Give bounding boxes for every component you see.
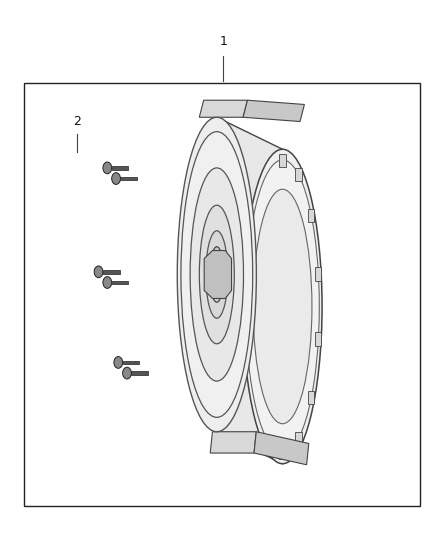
Polygon shape: [199, 100, 247, 117]
Polygon shape: [210, 432, 256, 453]
Text: 1: 1: [219, 35, 227, 48]
Bar: [123, 360, 139, 365]
Ellipse shape: [181, 132, 253, 417]
Bar: [112, 166, 128, 169]
Ellipse shape: [243, 149, 322, 464]
Bar: [120, 176, 137, 180]
Ellipse shape: [253, 189, 312, 424]
FancyBboxPatch shape: [314, 333, 321, 346]
Polygon shape: [204, 251, 232, 298]
Ellipse shape: [114, 357, 123, 368]
Text: 2: 2: [73, 115, 81, 128]
FancyBboxPatch shape: [307, 208, 314, 222]
Polygon shape: [243, 100, 304, 122]
Ellipse shape: [246, 160, 319, 453]
Ellipse shape: [112, 173, 120, 184]
Ellipse shape: [94, 266, 103, 278]
Ellipse shape: [103, 162, 112, 174]
Bar: [131, 372, 148, 375]
Ellipse shape: [103, 277, 112, 288]
Bar: [103, 270, 120, 274]
Ellipse shape: [199, 205, 234, 344]
Ellipse shape: [206, 231, 228, 318]
Bar: [112, 280, 128, 285]
Ellipse shape: [177, 117, 256, 432]
FancyBboxPatch shape: [279, 154, 286, 167]
Ellipse shape: [190, 168, 244, 381]
FancyBboxPatch shape: [279, 446, 286, 459]
Bar: [24, 83, 420, 506]
FancyBboxPatch shape: [295, 168, 302, 181]
Polygon shape: [217, 117, 283, 464]
FancyBboxPatch shape: [314, 267, 321, 280]
Ellipse shape: [210, 247, 224, 302]
FancyBboxPatch shape: [307, 391, 314, 405]
Ellipse shape: [123, 367, 131, 379]
FancyBboxPatch shape: [295, 432, 302, 445]
Polygon shape: [254, 432, 309, 465]
